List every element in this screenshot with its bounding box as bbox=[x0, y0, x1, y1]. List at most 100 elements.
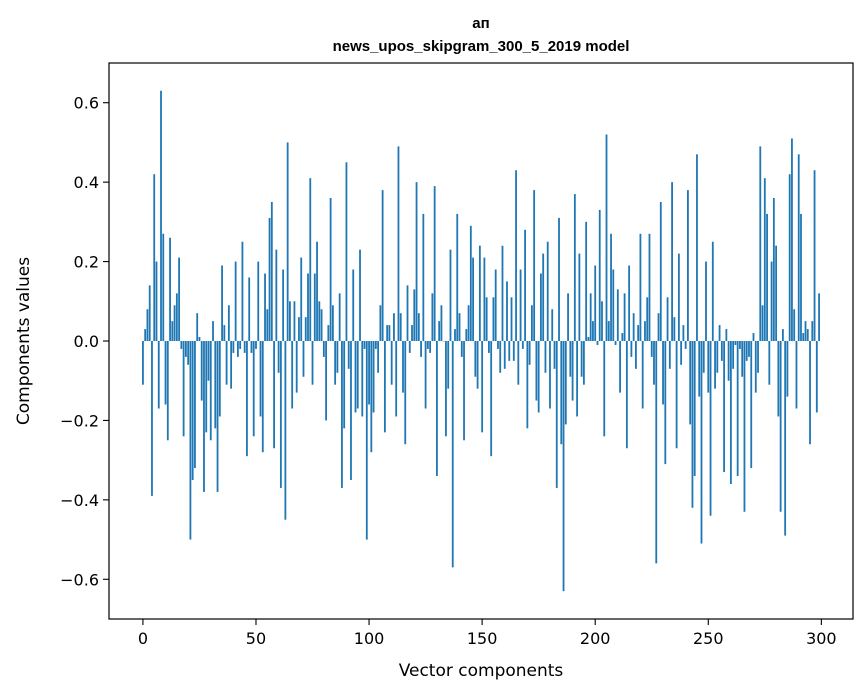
bar-175 bbox=[538, 341, 540, 412]
y-axis-ticks: −0.6−0.4−0.20.00.20.40.6 bbox=[60, 94, 109, 590]
bar-98 bbox=[364, 341, 366, 349]
bar-186 bbox=[563, 341, 565, 591]
bar-135 bbox=[447, 341, 449, 389]
bar-178 bbox=[545, 341, 547, 373]
bar-281 bbox=[777, 341, 779, 416]
x-tick-label: 50 bbox=[246, 629, 266, 648]
bar-73 bbox=[307, 273, 309, 341]
bar-14 bbox=[174, 305, 176, 341]
bar-170 bbox=[526, 341, 528, 428]
bar-109 bbox=[389, 325, 391, 341]
bar-299 bbox=[818, 293, 820, 341]
bar-275 bbox=[764, 178, 766, 341]
bar-137 bbox=[452, 341, 454, 567]
bar-161 bbox=[506, 281, 508, 341]
bar-257 bbox=[723, 341, 725, 472]
bar-207 bbox=[610, 234, 612, 341]
bar-52 bbox=[260, 341, 262, 416]
bar-245 bbox=[696, 154, 698, 341]
bar-65 bbox=[289, 301, 291, 341]
bar-48 bbox=[251, 341, 253, 353]
bar-269 bbox=[750, 341, 752, 468]
bar-127 bbox=[429, 341, 431, 353]
bar-23 bbox=[194, 341, 196, 468]
bar-166 bbox=[517, 341, 519, 385]
bar-142 bbox=[463, 341, 465, 440]
bar-291 bbox=[800, 214, 802, 341]
bar-252 bbox=[712, 242, 714, 341]
bar-6 bbox=[156, 262, 158, 341]
bar-298 bbox=[816, 341, 818, 412]
bar-145 bbox=[470, 226, 472, 341]
bar-89 bbox=[343, 341, 345, 428]
bar-110 bbox=[391, 341, 393, 385]
bar-162 bbox=[508, 341, 510, 361]
bar-188 bbox=[567, 293, 569, 341]
bar-171 bbox=[529, 341, 531, 365]
bar-37 bbox=[226, 341, 228, 385]
bar-249 bbox=[705, 262, 707, 341]
bar-83 bbox=[330, 198, 332, 341]
bar-216 bbox=[630, 341, 632, 357]
bar-25 bbox=[199, 337, 201, 341]
bar-248 bbox=[703, 341, 705, 373]
bar-114 bbox=[400, 313, 402, 341]
bar-258 bbox=[725, 329, 727, 341]
bar-255 bbox=[719, 325, 721, 341]
bar-57 bbox=[271, 202, 273, 341]
bar-210 bbox=[617, 289, 619, 341]
bar-271 bbox=[755, 341, 757, 393]
bar-260 bbox=[730, 341, 732, 484]
bar-223 bbox=[646, 297, 648, 341]
bar-150 bbox=[481, 341, 483, 432]
bar-104 bbox=[377, 341, 379, 373]
bar-238 bbox=[680, 341, 682, 365]
bar-265 bbox=[741, 341, 743, 377]
bar-38 bbox=[228, 305, 230, 341]
chart-title-line2: news_upos_skipgram_300_5_2019 model bbox=[333, 38, 630, 55]
bar-71 bbox=[303, 341, 305, 377]
bar-213 bbox=[624, 293, 626, 341]
bar-209 bbox=[615, 341, 617, 345]
bar-276 bbox=[766, 214, 768, 341]
bar-200 bbox=[594, 266, 596, 341]
bar-214 bbox=[626, 341, 628, 448]
bar-183 bbox=[556, 341, 558, 488]
bar-1 bbox=[144, 329, 146, 341]
bar-156 bbox=[495, 270, 497, 341]
bar-22 bbox=[192, 341, 194, 480]
bar-292 bbox=[802, 333, 804, 341]
bar-182 bbox=[554, 341, 556, 369]
y-tick-label: −0.6 bbox=[60, 570, 99, 589]
bar-240 bbox=[685, 341, 687, 349]
bar-148 bbox=[477, 341, 479, 389]
bar-190 bbox=[572, 341, 574, 401]
bar-272 bbox=[757, 341, 759, 373]
bar-251 bbox=[710, 341, 712, 516]
bar-233 bbox=[669, 341, 671, 369]
bar-24 bbox=[196, 313, 198, 341]
bar-116 bbox=[404, 341, 406, 444]
bar-111 bbox=[393, 313, 395, 341]
bar-224 bbox=[649, 234, 651, 341]
bar-66 bbox=[291, 341, 293, 409]
bar-55 bbox=[266, 309, 268, 341]
bar-231 bbox=[664, 341, 666, 464]
bar-212 bbox=[621, 333, 623, 341]
bar-278 bbox=[771, 262, 773, 341]
y-tick-label: 0.6 bbox=[74, 94, 99, 113]
bar-279 bbox=[773, 198, 775, 341]
bar-8 bbox=[160, 91, 162, 341]
bar-254 bbox=[716, 341, 718, 373]
bar-262 bbox=[735, 341, 737, 345]
bar-221 bbox=[642, 341, 644, 409]
bar-197 bbox=[588, 337, 590, 341]
bar-132 bbox=[441, 305, 443, 341]
bar-53 bbox=[262, 341, 264, 452]
bar-18 bbox=[183, 341, 185, 436]
bar-201 bbox=[597, 341, 599, 345]
bar-3 bbox=[149, 285, 151, 341]
y-tick-label: −0.4 bbox=[60, 491, 99, 510]
bar-235 bbox=[673, 317, 675, 341]
bar-47 bbox=[248, 277, 250, 341]
